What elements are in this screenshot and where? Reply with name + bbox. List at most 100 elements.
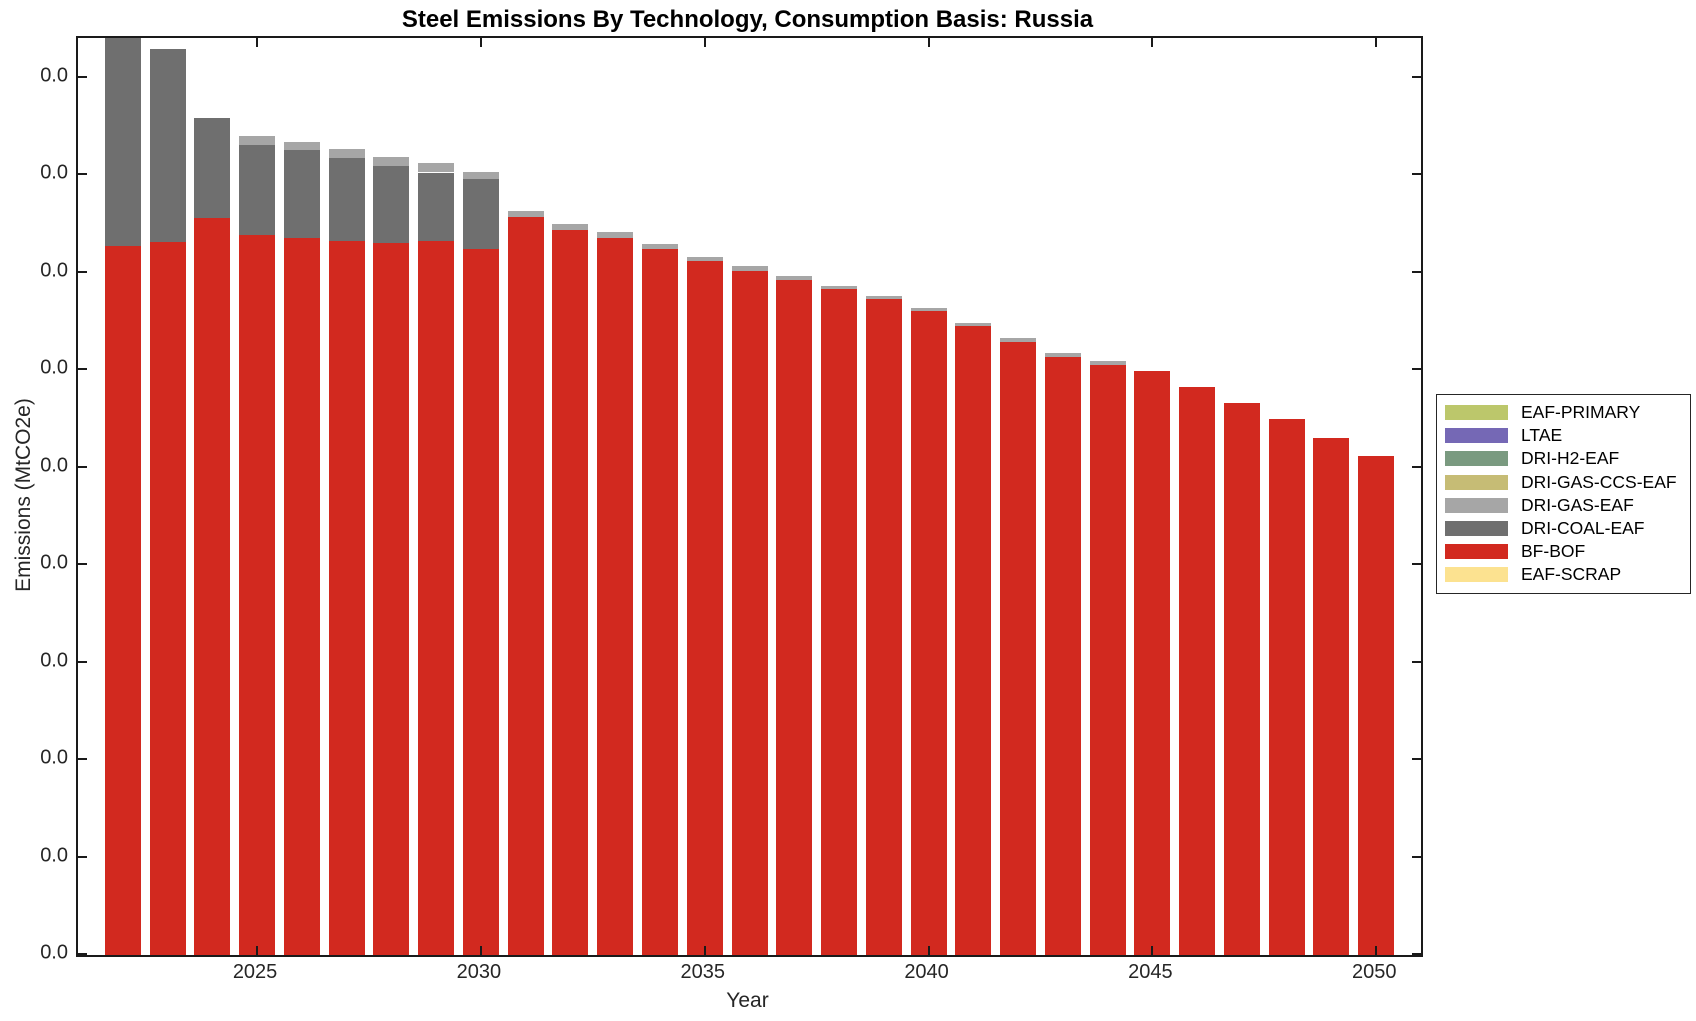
bar-2024-dri-coal-eaf (194, 117, 231, 219)
x-tick-top (479, 38, 482, 47)
y-tick-right (1412, 270, 1421, 273)
bar-2026-bf-bof (283, 237, 320, 955)
bar-2024-bf-bof (194, 218, 231, 955)
legend-swatch-ltae (1445, 428, 1508, 444)
bar-2034-bf-bof (641, 248, 678, 955)
y-tick-left (78, 758, 87, 761)
legend-label-dri-coal-eaf: DRI-COAL-EAF (1521, 518, 1645, 539)
bar-2040-bf-bof (910, 310, 947, 955)
bar-2027-dri-coal-eaf (328, 157, 365, 241)
y-tick-label: 0.0 (40, 941, 68, 964)
bar-2037-dri-gas-eaf (776, 275, 813, 280)
y-tick-right (1412, 173, 1421, 176)
x-tick-label: 2030 (456, 961, 502, 983)
x-tick-label: 2050 (1351, 961, 1397, 983)
legend-label-dri-gas-ccs-eaf: DRI-GAS-CCS-EAF (1521, 471, 1677, 492)
x-tick-top (1151, 38, 1154, 47)
legend-label-eaf-scrap: EAF-SCRAP (1521, 564, 1622, 585)
y-tick-label: 0.0 (40, 64, 68, 87)
y-tick-right (1412, 758, 1421, 761)
bar-2035-bf-bof (686, 261, 723, 955)
y-tick-left (78, 75, 87, 78)
bar-2025-bf-bof (239, 234, 276, 955)
legend-swatch-dri-gas-ccs-eaf (1445, 474, 1508, 490)
bar-2026-dri-coal-eaf (283, 150, 320, 238)
bar-2029-dri-gas-eaf (418, 162, 455, 173)
bar-2028-bf-bof (373, 242, 410, 955)
y-tick-right (1412, 953, 1421, 955)
bar-2023-dri-coal-eaf (149, 48, 186, 242)
y-tick-right (1412, 855, 1421, 858)
y-tick-right (1412, 368, 1421, 371)
bar-2038-bf-bof (821, 289, 858, 955)
x-tick-top (927, 38, 930, 47)
x-tick-bottom (256, 946, 259, 955)
legend-swatch-eaf-primary (1445, 405, 1508, 421)
bar-2031-dri-gas-eaf (507, 211, 544, 218)
bar-2033-bf-bof (597, 237, 634, 955)
legend-label-dri-gas-eaf: DRI-GAS-EAF (1521, 494, 1634, 515)
y-tick-label: 0.0 (40, 454, 68, 477)
x-tick-label: 2045 (1128, 961, 1173, 983)
bar-2030-bf-bof (462, 248, 499, 955)
x-axis-label: Year (726, 989, 769, 1012)
legend-row-bf-bof: BF-BOF (1437, 540, 1690, 563)
bar-2042-bf-bof (1000, 342, 1037, 955)
x-tick-bottom (479, 946, 482, 955)
y-tick-left (78, 563, 87, 566)
legend-row-eaf-scrap: EAF-SCRAP (1437, 563, 1690, 586)
legend-label-ltae: LTAE (1521, 425, 1563, 446)
legend: EAF-PRIMARY LTAE DRI-H2-EAF DRI-GAS-CCS-EAF… (1436, 394, 1691, 594)
bar-2043-bf-bof (1044, 356, 1081, 955)
bar-2032-dri-gas-eaf (552, 224, 589, 230)
x-tick-bottom (1151, 946, 1154, 955)
bar-2042-dri-gas-eaf (1000, 338, 1037, 343)
bar-2041-bf-bof (955, 326, 992, 955)
y-tick-right (1412, 465, 1421, 468)
legend-row-dri-coal-eaf: DRI-COAL-EAF (1437, 517, 1690, 540)
legend-label-eaf-primary: EAF-PRIMARY (1521, 402, 1641, 423)
y-tick-left (78, 173, 87, 176)
y-tick-label: 0.0 (40, 844, 68, 867)
bar-2029-dri-coal-eaf (418, 172, 455, 241)
y-tick-label: 0.0 (40, 551, 68, 574)
legend-swatch-dri-h2-eaf (1445, 451, 1508, 467)
bar-2044-dri-gas-eaf (1089, 360, 1126, 366)
y-tick-left (78, 855, 87, 858)
bar-2040-dri-gas-eaf (910, 307, 947, 311)
bar-2036-dri-gas-eaf (731, 266, 768, 271)
bar-2027-bf-bof (328, 240, 365, 955)
y-tick-left (78, 660, 87, 663)
legend-row-dri-gas-ccs-eaf: DRI-GAS-CCS-EAF (1437, 471, 1690, 494)
legend-label-dri-h2-eaf: DRI-H2-EAF (1521, 448, 1620, 469)
legend-row-dri-h2-eaf: DRI-H2-EAF (1437, 447, 1690, 470)
bar-2033-dri-gas-eaf (597, 231, 634, 238)
bar-2025-dri-coal-eaf (239, 145, 276, 235)
bar-2039-dri-gas-eaf (865, 296, 902, 300)
bar-2043-dri-gas-eaf (1044, 352, 1081, 357)
bar-2025-dri-gas-eaf (239, 136, 276, 146)
y-tick-right (1412, 660, 1421, 663)
y-tick-right (1412, 563, 1421, 566)
x-tick-top (256, 38, 259, 47)
bar-2027-dri-gas-eaf (328, 149, 365, 158)
bar-2041-dri-gas-eaf (955, 322, 992, 327)
bar-2036-bf-bof (731, 270, 768, 955)
y-tick-right (1412, 75, 1421, 78)
bar-2030-dri-gas-eaf (462, 171, 499, 180)
chart-title: Steel Emissions By Technology, Consumpti… (401, 6, 1094, 33)
x-tick-top (703, 38, 706, 47)
x-tick-bottom (1375, 946, 1378, 955)
legend-swatch-dri-gas-eaf (1445, 497, 1508, 513)
bar-2035-dri-gas-eaf (686, 257, 723, 262)
y-tick-left (78, 270, 87, 273)
legend-swatch-bf-bof (1445, 544, 1508, 560)
bar-2037-bf-bof (776, 279, 813, 955)
legend-row-eaf-primary: EAF-PRIMARY (1437, 401, 1690, 424)
x-tick-top (1375, 38, 1378, 47)
bar-2031-bf-bof (507, 217, 544, 955)
y-axis-label: Emissions (MtCO2e) (12, 398, 35, 592)
x-tick-label: 2040 (904, 961, 949, 983)
y-tick-left (78, 368, 87, 371)
